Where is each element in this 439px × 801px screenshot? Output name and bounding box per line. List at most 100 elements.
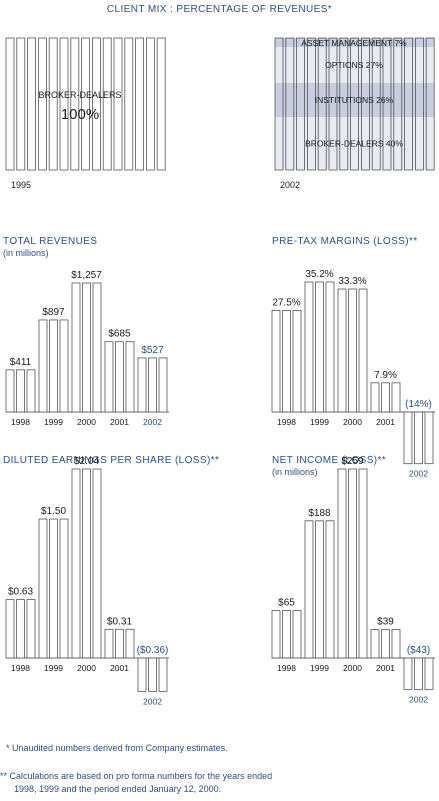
bar-2000	[82, 282, 91, 413]
client-mix-band	[275, 82, 435, 118]
client-mix-column	[382, 37, 392, 171]
bar-2000	[337, 468, 347, 659]
client-mix-column	[285, 37, 295, 171]
bar-2000	[348, 288, 357, 413]
client-mix-column	[70, 37, 80, 171]
client-mix-band	[275, 38, 435, 48]
bar-2001	[115, 628, 124, 659]
data-label: $2.04	[74, 456, 99, 467]
bar-2002	[403, 657, 413, 690]
client-mix-column	[393, 37, 403, 171]
client-mix-segment-label: BROKER-DEALERS 40%	[305, 139, 403, 149]
bar-1999	[315, 281, 324, 413]
client-mix-column	[328, 37, 338, 171]
bar-2001	[125, 341, 135, 413]
tick-label: 1999	[310, 417, 329, 427]
bar-2000	[92, 468, 102, 659]
total-revenues-chart: $411 1998 $897 1999 $1,257 2000 $685 2001 $527 20…	[5, 270, 169, 427]
client-mix-column	[350, 37, 360, 171]
bar-1998	[292, 610, 302, 659]
bar-2002	[414, 411, 423, 465]
client-mix-column	[306, 37, 316, 171]
bar-1999	[304, 520, 314, 659]
client-mix-band	[275, 117, 435, 170]
client-mix-value: 100%	[61, 106, 99, 123]
tick-label: 2002	[409, 469, 428, 479]
bar-2002	[424, 657, 434, 690]
bar-2001	[125, 628, 135, 659]
bar-2002	[158, 657, 168, 692]
net-income-chart: $65 1998 $188 1999 $259 2000 $39 2001 ($43) 2002	[271, 456, 435, 704]
bar-1998	[292, 310, 302, 413]
data-label: $1.50	[41, 506, 66, 517]
tick-label: 2000	[77, 417, 96, 427]
bar-1998	[271, 310, 281, 413]
client-mix-column	[145, 37, 155, 171]
client-mix-column	[404, 37, 414, 171]
client-mix-year: 2002	[280, 180, 300, 190]
client-mix-column	[425, 37, 435, 171]
bar-2001	[104, 341, 114, 413]
data-label: $897	[42, 307, 65, 318]
footnote-pro-forma-line1: ** Calculations are based on pro forma n…	[0, 771, 273, 781]
bar-2000	[358, 468, 368, 659]
data-label: $188	[308, 508, 331, 519]
tick-label: 2000	[77, 663, 96, 673]
client-mix-column	[5, 37, 15, 171]
client-mix-chart: BROKER-DEALERS 100% 1995 ASSET MANAGEMENT 7…	[5, 37, 435, 190]
bar-1998	[5, 599, 15, 659]
tick-label: 2001	[376, 417, 395, 427]
bar-2000	[358, 288, 368, 413]
tick-label: 1998	[277, 417, 296, 427]
pretax-margins-title: PRE-TAX MARGINS (LOSS)**	[272, 236, 418, 247]
diluted-eps-title: DILUTED EARNINGS PER SHARE (LOSS)**	[3, 455, 220, 466]
client-mix-band	[275, 47, 435, 83]
bar-1999	[315, 520, 324, 659]
bar-1999	[38, 319, 48, 413]
client-mix-year: 1995	[11, 180, 31, 190]
data-label: 7.9%	[374, 370, 397, 381]
client-mix-column	[113, 37, 123, 171]
data-label: $259	[341, 456, 364, 467]
data-label: $0.63	[8, 587, 33, 598]
net-income-title: NET INCOME (LOSS)**	[272, 455, 387, 466]
client-mix-column	[59, 37, 69, 171]
bar-2002	[148, 657, 157, 692]
bar-2001	[115, 341, 124, 413]
footnote-unaudited: * Unaudited numbers derived from Company…	[6, 743, 228, 753]
client-mix-column	[371, 37, 381, 171]
tick-label: 2001	[110, 663, 129, 673]
client-mix-title: CLIENT MIX : PERCENTAGE OF REVENUES*	[106, 4, 333, 15]
bar-2001	[391, 382, 401, 413]
tick-label: 1998	[277, 663, 296, 673]
client-mix-column	[317, 37, 327, 171]
bar-2002	[137, 357, 147, 413]
bar-2002	[424, 411, 434, 465]
bar-2001	[370, 382, 380, 413]
bar-1998	[26, 599, 36, 659]
client-mix-column	[38, 37, 47, 171]
data-label: 35.2%	[305, 269, 333, 280]
diluted-eps-chart: $0.63 1998 $1.50 1999 $2.04 2000 $0.31 2001 ($0.…	[5, 456, 169, 706]
data-label: $0.31	[107, 616, 132, 627]
client-mix-segment-label: ASSET MANAGEMENT 7%	[301, 38, 407, 48]
tick-label: 2000	[343, 663, 362, 673]
footnote-pro-forma-line2: 1998, 1999 and the period ended January …	[14, 784, 222, 794]
bar-2002	[158, 357, 168, 413]
tick-label: 1998	[11, 417, 30, 427]
bar-2000	[71, 468, 81, 659]
client-mix-column	[124, 37, 134, 171]
tick-label: 1998	[11, 663, 30, 673]
bar-1998	[282, 310, 291, 413]
bar-1998	[271, 610, 281, 659]
client-mix-column	[102, 37, 112, 171]
data-label: $527	[141, 345, 164, 356]
bar-1999	[38, 518, 48, 659]
bar-2002	[148, 357, 157, 413]
client-mix-panel-2002: ASSET MANAGEMENT 7% OPTIONS 27% INSTITUTIO…	[274, 37, 435, 190]
client-mix-column	[92, 37, 101, 171]
client-mix-segment-label: INSTITUTIONS 26%	[315, 95, 394, 105]
data-label: $685	[108, 329, 131, 340]
client-mix-column	[135, 37, 145, 171]
data-label: 27.5%	[272, 297, 300, 308]
